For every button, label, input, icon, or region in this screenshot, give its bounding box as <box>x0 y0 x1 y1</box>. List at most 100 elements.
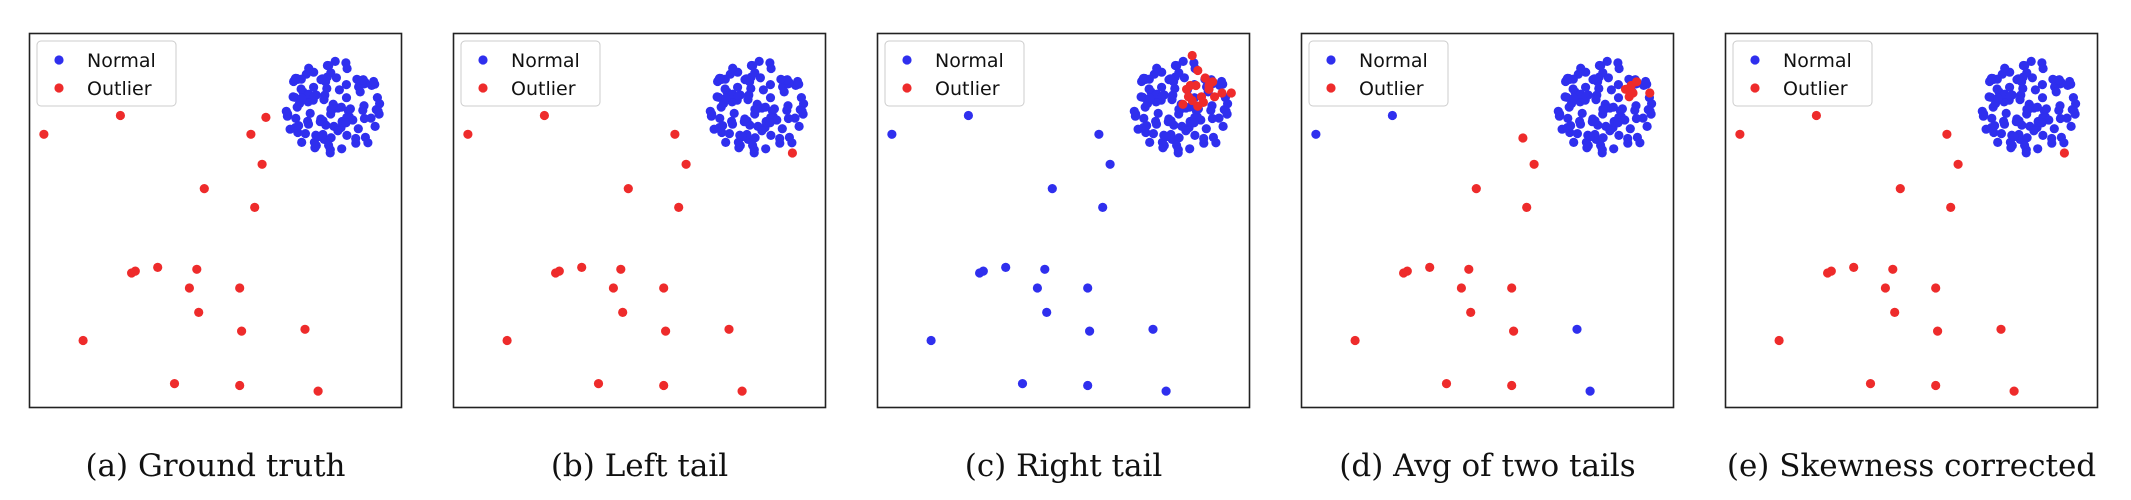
outlier-point <box>1178 99 1188 109</box>
normal-point <box>799 99 809 109</box>
normal-point <box>1602 56 1612 66</box>
outlier-point <box>1200 73 1210 83</box>
outlier-point <box>1953 159 1963 169</box>
normal-point <box>1993 137 2003 147</box>
normal-point <box>1605 126 1615 136</box>
outlier-point <box>539 110 549 121</box>
legend-label: Outlier <box>935 78 1000 100</box>
normal-point <box>1990 121 2000 131</box>
normal-point <box>2037 118 2047 128</box>
normal-point <box>2026 56 2036 66</box>
normal-point <box>313 132 323 142</box>
outlier-point <box>1826 266 1836 276</box>
legend-label: Outlier <box>1359 78 1424 100</box>
normal-point <box>740 114 750 124</box>
normal-point <box>794 121 804 131</box>
outlier-point <box>235 380 245 391</box>
normal-point <box>1145 137 1155 147</box>
outlier-point <box>1518 133 1528 143</box>
normal-point <box>341 80 351 90</box>
normal-point <box>1581 91 1591 101</box>
outlier-point <box>674 202 684 212</box>
outlier-point <box>1425 262 1435 272</box>
normal-point <box>746 83 756 94</box>
panel-caption: (e) Skewness corrected <box>1726 448 2097 484</box>
normal-point <box>1151 119 1162 129</box>
outlier-point <box>1996 324 2006 334</box>
outlier-point <box>130 266 140 276</box>
legend-marker <box>902 83 912 93</box>
normal-point <box>324 61 334 71</box>
normal-point <box>761 144 771 154</box>
normal-point <box>341 93 352 103</box>
normal-point <box>1179 73 1189 83</box>
normal-point <box>2022 133 2032 143</box>
panel-caption: (b) Left tail <box>550 448 729 484</box>
normal-point <box>1387 110 1397 121</box>
legend-marker <box>54 83 64 93</box>
normal-point <box>355 87 365 97</box>
outlier-point <box>463 129 473 139</box>
normal-point <box>733 82 743 92</box>
outlier-point <box>1471 184 1481 194</box>
normal-point <box>334 85 344 95</box>
normal-point <box>1591 95 1601 105</box>
normal-point <box>1613 80 1623 90</box>
normal-point <box>1594 83 1604 94</box>
normal-point <box>1987 113 1997 123</box>
normal-point <box>1164 114 1174 124</box>
normal-point <box>1221 106 1231 116</box>
legend-label: Outlier <box>511 78 576 100</box>
normal-point <box>342 130 352 140</box>
normal-point <box>1148 324 1158 334</box>
scatter-panel: Normal Outlier <box>28 32 403 409</box>
legend: Normal Outlier <box>884 40 1025 107</box>
outlier-point <box>1735 129 1745 139</box>
legend-marker <box>1326 83 1336 93</box>
outlier-point <box>1204 80 1214 91</box>
normal-point <box>1139 113 1149 123</box>
outlier-point <box>1441 379 1452 389</box>
normal-point <box>1185 144 1195 154</box>
outlier-point <box>1811 110 1821 121</box>
plot-frame <box>1724 32 2099 409</box>
normal-point <box>1199 133 1209 144</box>
normal-point <box>1562 92 1572 102</box>
normal-point <box>1218 121 1228 131</box>
outlier-point <box>115 110 125 121</box>
outlier-point <box>1198 97 1208 107</box>
normal-point <box>1642 121 1652 131</box>
outlier-point <box>184 283 194 293</box>
normal-point <box>2048 74 2058 84</box>
outlier-point <box>1888 264 1898 274</box>
outlier-point <box>554 266 564 276</box>
normal-point <box>319 95 329 105</box>
normal-point <box>978 266 988 276</box>
outlier-point <box>1509 326 1519 336</box>
normal-point <box>779 87 789 97</box>
normal-point <box>359 101 369 111</box>
legend-box <box>36 40 177 107</box>
normal-point <box>1085 326 1095 336</box>
normal-point <box>2069 106 2079 116</box>
normal-point <box>2038 130 2048 140</box>
outlier-point <box>169 379 180 389</box>
normal-point <box>2037 80 2047 90</box>
outlier-point <box>593 379 604 389</box>
normal-point <box>353 124 363 134</box>
legend-label: Normal <box>87 50 156 72</box>
normal-point <box>2001 108 2011 118</box>
normal-point <box>1152 63 1162 73</box>
outlier-point <box>250 202 260 212</box>
normal-point <box>1569 93 1579 103</box>
normal-point <box>1201 124 1211 134</box>
outlier-point <box>257 159 267 169</box>
outlier-point <box>623 184 633 194</box>
normal-point <box>887 129 897 139</box>
normal-point <box>2033 144 2043 154</box>
normal-point <box>351 133 361 144</box>
normal-point <box>720 84 730 94</box>
normal-point <box>721 137 731 147</box>
normal-point <box>1214 113 1224 123</box>
